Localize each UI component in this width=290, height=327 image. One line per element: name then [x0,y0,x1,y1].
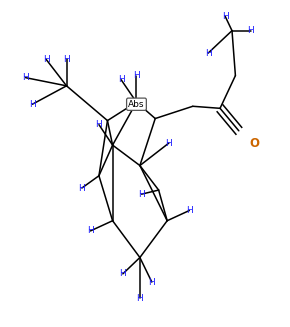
Text: H: H [87,226,94,235]
Text: H: H [205,49,211,58]
Text: H: H [79,183,85,193]
Text: H: H [119,269,126,278]
Text: H: H [22,73,29,82]
Text: H: H [43,55,49,64]
Text: Abs: Abs [128,100,145,109]
Text: H: H [148,278,155,286]
Text: H: H [133,71,140,80]
Text: H: H [186,206,193,215]
Text: H: H [247,26,254,35]
Text: H: H [137,294,143,303]
Text: H: H [222,12,229,21]
Text: H: H [29,100,36,109]
Text: O: O [249,137,259,149]
Text: H: H [96,120,102,129]
Text: H: H [166,139,172,147]
Text: H: H [138,190,145,199]
Text: H: H [118,75,124,84]
Text: H: H [63,55,70,64]
